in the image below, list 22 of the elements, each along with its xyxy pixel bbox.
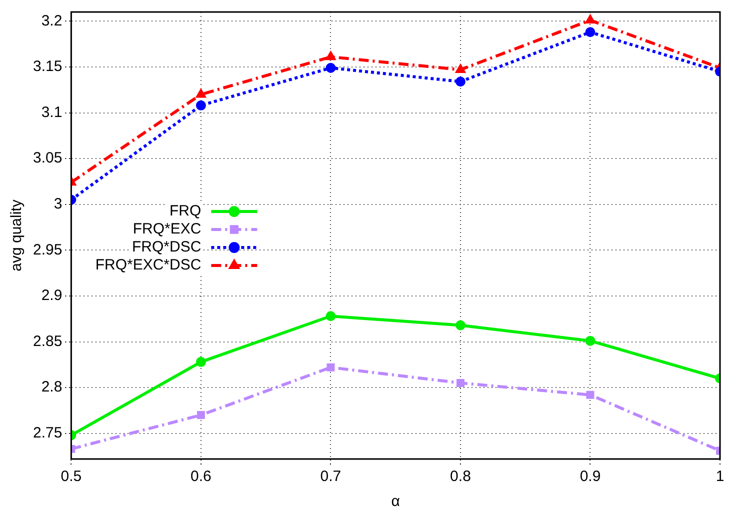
y-axis-title: avg quality (8, 199, 26, 272)
y-tick-label: 3 (54, 195, 62, 212)
legend-label: FRQ*EXC (132, 220, 202, 238)
x-tick-label: 0.5 (60, 468, 82, 486)
y-tick-label: 2.85 (32, 332, 62, 350)
y-tick-label: 2.9 (41, 287, 62, 304)
legend-label: FRQ*DSC (132, 238, 202, 256)
x-tick-label: 0.8 (450, 468, 471, 486)
x-axis-title: α (391, 493, 400, 510)
y-tick-label: 2.95 (32, 241, 62, 258)
x-tick-label: 1 (716, 468, 724, 486)
legend-label: FRQ*EXC*DSC (95, 256, 202, 274)
y-tick-label: 3.2 (41, 12, 62, 30)
legend-label: FRQ (170, 202, 202, 220)
y-tick-label: 3.05 (32, 150, 62, 167)
x-tick-label: 0.9 (580, 468, 601, 486)
y-tick-label: 3.1 (41, 104, 62, 121)
y-tick-label: 2.75 (32, 424, 62, 442)
y-tick-label: 3.15 (32, 58, 62, 76)
x-tick-label: 0.7 (320, 468, 342, 486)
x-tick-label: 0.6 (190, 468, 212, 486)
y-tick-label: 2.8 (41, 378, 62, 396)
